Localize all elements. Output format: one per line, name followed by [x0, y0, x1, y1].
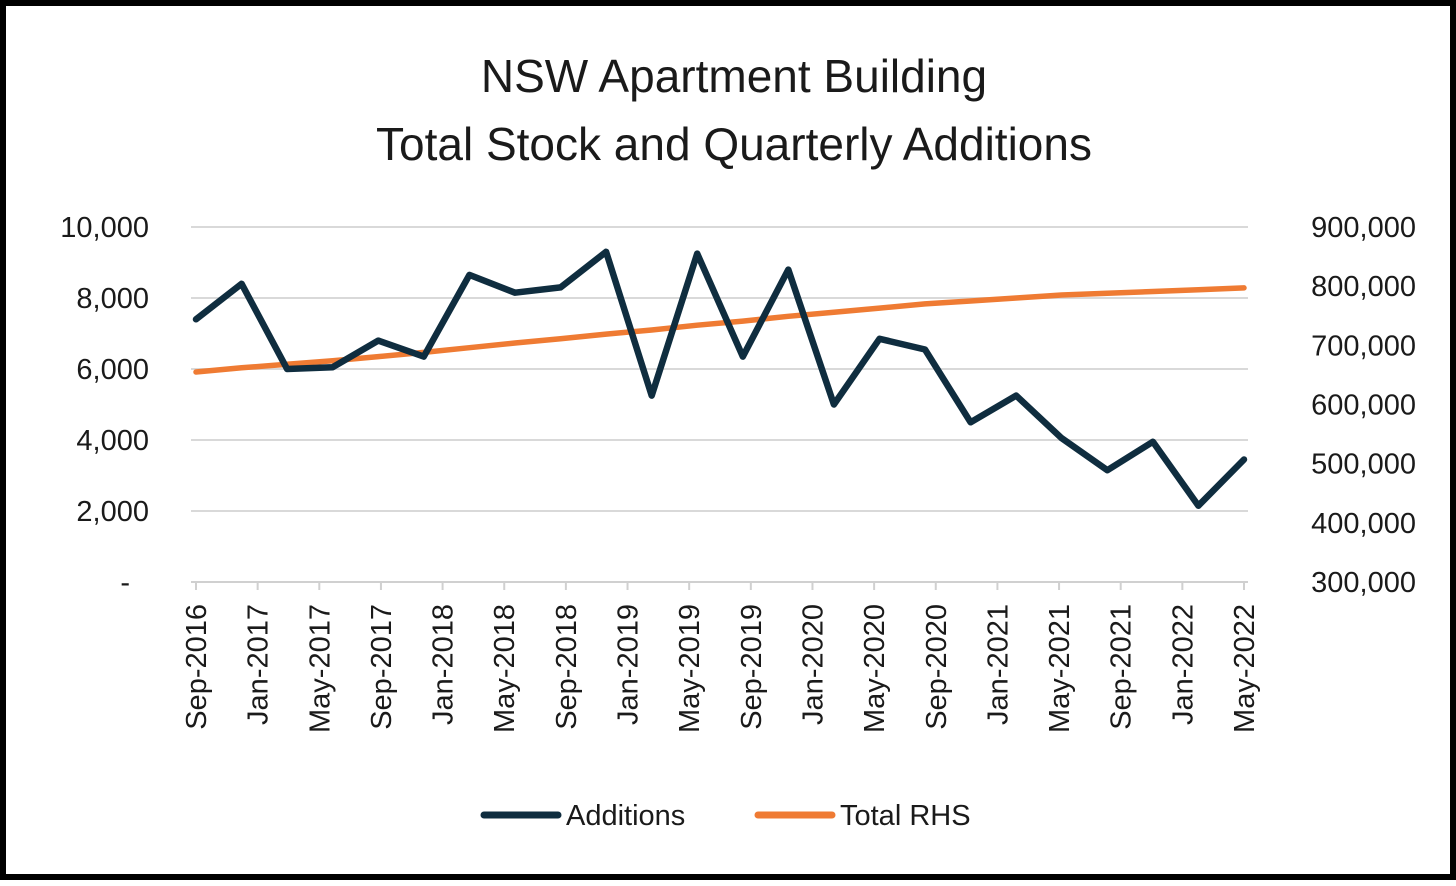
x-tick-label: May-2017 [304, 604, 336, 733]
chart-title-line-2: Total Stock and Quarterly Additions [376, 118, 1092, 170]
x-tick-label: Jan-2021 [982, 604, 1014, 725]
x-tick-label: May-2021 [1044, 604, 1076, 733]
series-line-additions [192, 248, 1248, 509]
x-tick-label: May-2020 [859, 604, 891, 733]
legend-label-additions: Additions [566, 800, 685, 832]
x-tick-label: Sep-2019 [736, 604, 768, 730]
right-tick-label: 300,000 [1311, 567, 1416, 599]
right-tick-label: 800,000 [1311, 271, 1416, 303]
right-tick-label: 400,000 [1311, 508, 1416, 540]
x-axis [191, 581, 1248, 590]
x-tick-label: Jan-2020 [797, 604, 829, 725]
left-tick-label: 6,000 [76, 354, 149, 386]
x-tick-label: May-2019 [674, 604, 706, 733]
x-tick-label: Sep-2018 [551, 604, 583, 730]
x-tick-label: Jan-2017 [243, 604, 275, 725]
left-tick-label: 4,000 [76, 425, 149, 457]
x-tick-label: Jan-2019 [613, 604, 645, 725]
right-tick-label: 900,000 [1311, 212, 1416, 244]
x-tick-label: Jan-2022 [1167, 604, 1199, 725]
x-axis-tick-labels: Sep-2016 Jan-2017 May-2017 Sep-2017 Jan-2018… [181, 604, 1261, 733]
x-tick-label: Sep-2016 [181, 604, 213, 730]
legend: Additions Total RHS [480, 800, 971, 832]
left-tick-label: - [120, 567, 130, 599]
left-tick-label: 10,000 [60, 212, 149, 244]
x-tick-label: Sep-2020 [921, 604, 953, 730]
x-tick-label: Jan-2018 [428, 604, 460, 725]
left-tick-label: 2,000 [76, 496, 149, 528]
left-tick-label: 8,000 [76, 283, 149, 315]
right-tick-label: 700,000 [1311, 330, 1416, 362]
gridlines [191, 226, 1248, 512]
right-y-axis: 300,000 400,000 500,000 600,000 700,000 800,0… [1311, 212, 1416, 599]
chart-title-line-1: NSW Apartment Building [481, 50, 987, 102]
chart-area: NSW Apartment Building Total Stock and Q… [60, 50, 1416, 832]
legend-label-total-rhs: Total RHS [840, 800, 971, 832]
right-tick-label: 600,000 [1311, 390, 1416, 422]
left-y-axis: - 2,000 4,000 6,000 8,000 10,000 [60, 212, 149, 599]
x-tick-label: May-2018 [489, 604, 521, 733]
x-tick-label: Sep-2021 [1106, 604, 1138, 730]
series-line-total-rhs [193, 285, 1247, 375]
series-lines [192, 248, 1248, 509]
x-tick-label: Sep-2017 [366, 604, 398, 730]
right-tick-label: 500,000 [1311, 449, 1416, 481]
x-tick-label: May-2022 [1229, 604, 1261, 733]
